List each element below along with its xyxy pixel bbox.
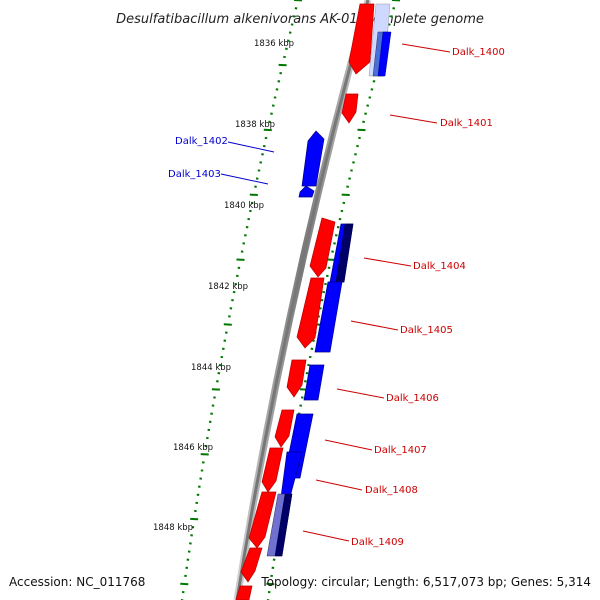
leader-line xyxy=(350,320,399,331)
leader-line xyxy=(315,479,363,491)
gene-label-dalk-1408[interactable]: Dalk_1408 xyxy=(365,485,418,496)
forward-strand-features xyxy=(235,3,375,600)
forward-gene-feature[interactable] xyxy=(261,447,284,493)
topology-text: Topology: circular; Length: 6,517,073 bp… xyxy=(260,575,591,589)
tick-tracks xyxy=(180,0,401,600)
label-leaders xyxy=(220,43,451,542)
gene-label-dalk-1406[interactable]: Dalk_1406 xyxy=(386,393,439,404)
reverse-gene-feature[interactable] xyxy=(377,31,392,77)
reverse-gene-feature[interactable] xyxy=(303,364,325,401)
reverse-gene-feature[interactable] xyxy=(298,185,315,198)
genome-title: Desulfatibacillum alkenivorans AK-01, co… xyxy=(116,12,484,27)
accession-text: Accession: NC_011768 xyxy=(9,575,145,589)
forward-gene-feature[interactable] xyxy=(274,409,295,448)
reverse-gene-feature[interactable] xyxy=(314,281,343,353)
gene-label-dalk-1404[interactable]: Dalk_1404 xyxy=(413,261,466,272)
forward-gene-feature[interactable] xyxy=(240,547,263,583)
forward-gene-feature[interactable] xyxy=(286,359,307,398)
leader-line xyxy=(363,257,412,267)
reverse-gene-feature[interactable] xyxy=(335,223,354,283)
scale-label: 1842 kbp xyxy=(208,282,248,292)
gene-label-dalk-1405[interactable]: Dalk_1405 xyxy=(400,325,453,336)
gene-label-dalk-1400[interactable]: Dalk_1400 xyxy=(452,47,505,58)
scale-label: 1838 kbp xyxy=(235,120,275,130)
gene-label-dalk-1403[interactable]: Dalk_1403 xyxy=(168,169,221,180)
scale-labels: 1836 kbp 1838 kbp 1840 kbp 1842 kbp 1844… xyxy=(153,39,294,533)
leader-line xyxy=(324,439,373,451)
forward-gene-feature[interactable] xyxy=(235,585,253,600)
forward-gene-feature[interactable] xyxy=(296,277,325,349)
reverse-gene-feature[interactable] xyxy=(301,130,325,187)
gene-label-dalk-1407[interactable]: Dalk_1407 xyxy=(374,445,427,456)
scale-label: 1848 kbp xyxy=(153,523,193,533)
leader-line xyxy=(302,530,350,542)
forward-gene-feature[interactable] xyxy=(248,491,277,549)
scale-label: 1846 kbp xyxy=(173,443,213,453)
forward-gene-feature[interactable] xyxy=(348,3,375,75)
gene-label-dalk-1401[interactable]: Dalk_1401 xyxy=(440,118,493,129)
gene-label-dalk-1409[interactable]: Dalk_1409 xyxy=(351,537,404,548)
gene-labels: Dalk_1400 Dalk_1401 Dalk_1402 Dalk_1403 … xyxy=(168,47,505,548)
forward-gene-feature[interactable] xyxy=(309,217,336,278)
scale-label: 1840 kbp xyxy=(224,201,264,211)
leader-line xyxy=(220,173,269,185)
gene-label-dalk-1402[interactable]: Dalk_1402 xyxy=(175,136,228,147)
leader-line xyxy=(227,141,275,153)
genome-backbone-core xyxy=(235,0,370,600)
leader-line xyxy=(401,43,451,53)
scale-label: 1836 kbp xyxy=(254,39,294,49)
scale-label: 1844 kbp xyxy=(191,363,231,373)
reverse-gene-feature[interactable] xyxy=(274,493,293,557)
leader-line xyxy=(336,388,385,399)
forward-gene-feature[interactable] xyxy=(341,93,359,124)
reverse-strand-features xyxy=(266,3,392,557)
leader-line xyxy=(389,114,438,124)
